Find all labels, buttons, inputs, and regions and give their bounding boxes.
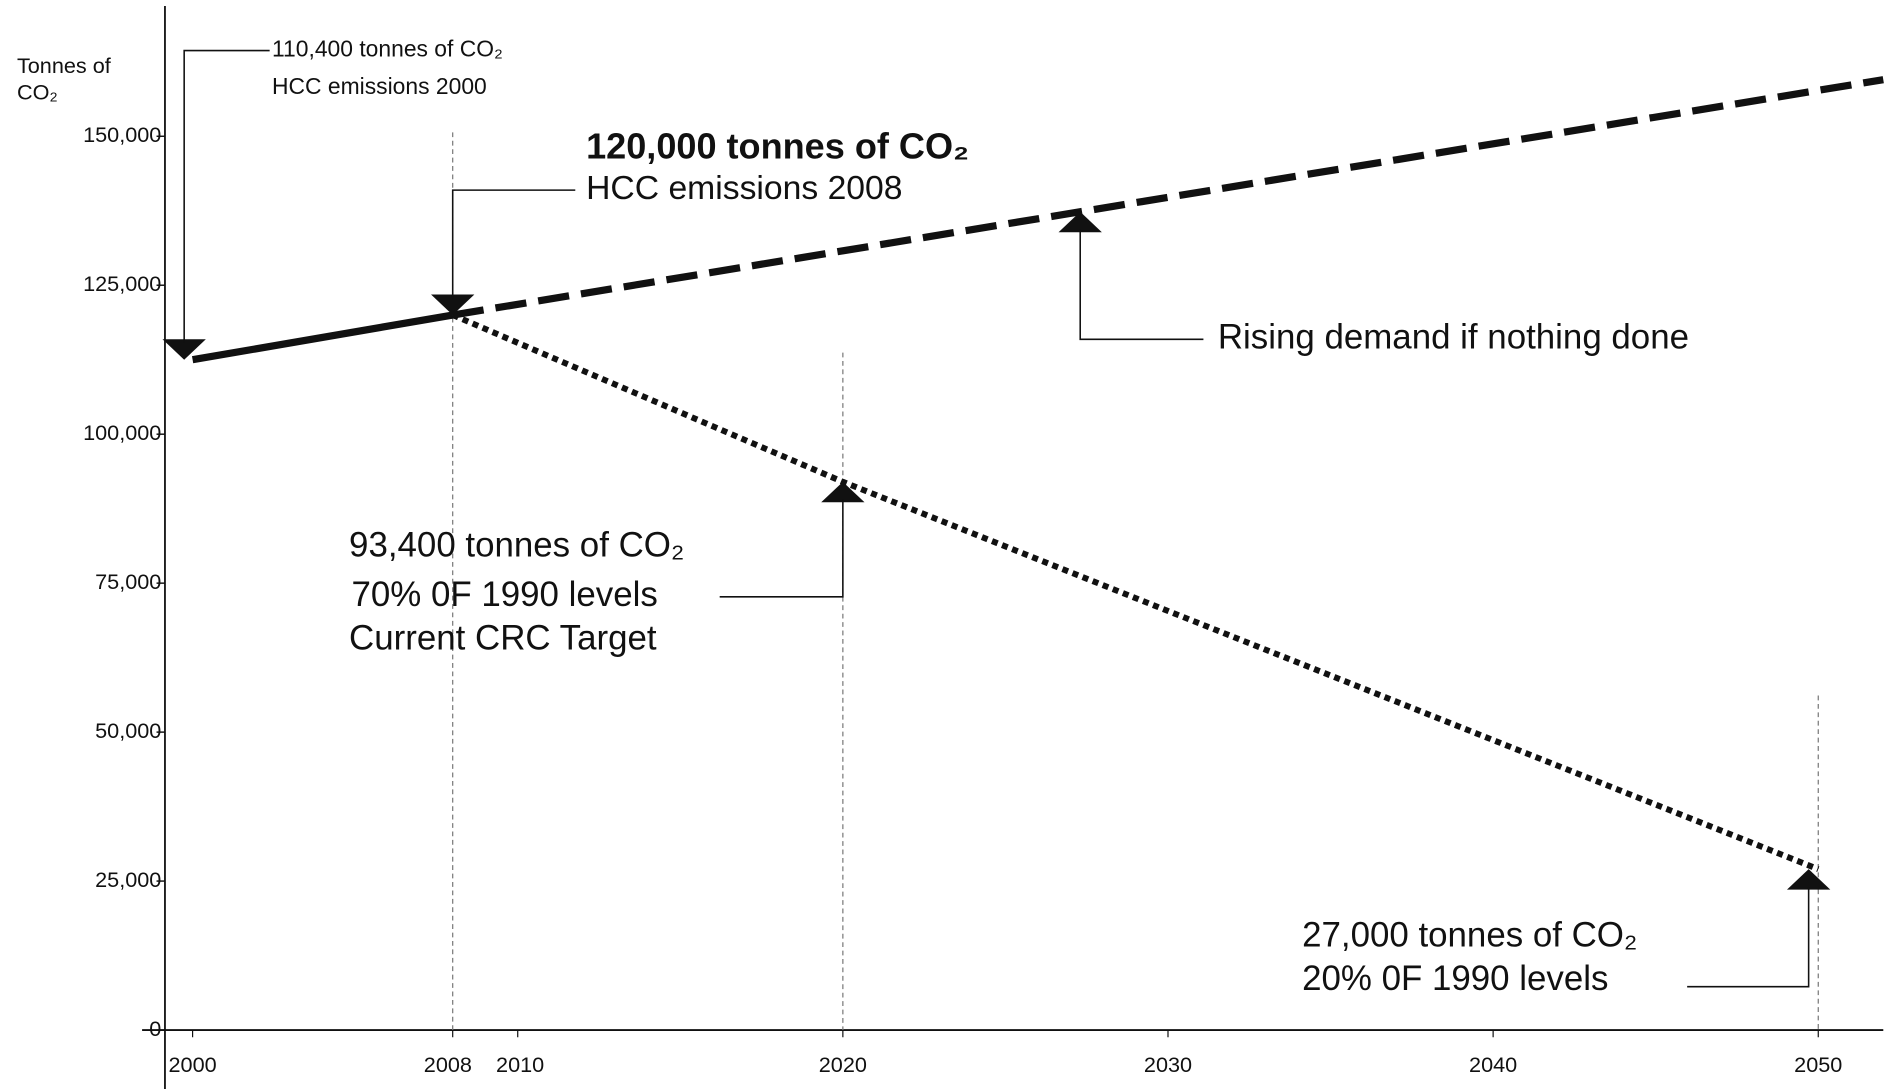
annotation-text: Current CRC Target (349, 618, 657, 657)
leader-line (451, 189, 576, 299)
y-axis-label: CO₂ (17, 80, 58, 105)
annotation-text: 110,400 tonnes of CO₂ (272, 36, 503, 62)
x-tick-label: 2008 (424, 1052, 472, 1077)
arrow-head (1786, 869, 1831, 890)
annotation-text: 20% 0F 1990 levels (1302, 959, 1608, 998)
leader-line (1687, 887, 1810, 988)
y-tick-label: 125,000 (83, 271, 161, 296)
leader-line (719, 499, 844, 598)
data-line (452, 76, 1884, 319)
x-tick-label: 2000 (169, 1052, 217, 1077)
y-tick-label: 25,000 (95, 867, 161, 892)
data-line (191, 311, 454, 364)
annotation-text: HCC emissions 2000 (272, 73, 487, 99)
arrow-head (162, 339, 206, 360)
y-tick-label: 0 (149, 1016, 161, 1041)
leader-line (183, 49, 270, 343)
arrow-head (431, 294, 475, 316)
arrow-head (1058, 211, 1102, 233)
y-tick-label: 150,000 (83, 122, 161, 147)
x-tick-label: 2050 (1794, 1052, 1842, 1077)
x-tick-label: 2030 (1144, 1052, 1192, 1077)
y-axis-label: Tonnes of (17, 53, 112, 78)
y-tick-label: 50,000 (95, 718, 161, 743)
x-tick-label: 2040 (1469, 1052, 1517, 1077)
annotation-text: HCC emissions 2008 (586, 170, 902, 207)
annotation-text: 93,400 tonnes of CO₂ (349, 526, 684, 565)
annotation-text: 70% 0F 1990 levels (351, 575, 657, 614)
annotation-text: Rising demand if nothing done (1218, 318, 1689, 357)
x-tick-label: 2020 (819, 1052, 867, 1077)
leader-line (1079, 229, 1204, 341)
arrow-head (821, 481, 865, 503)
annotation-text: 120,000 tonnes of CO₂ (586, 126, 969, 167)
annotation-text: 27,000 tonnes of CO₂ (1302, 916, 1637, 955)
x-tick-label: 2010 (496, 1052, 544, 1077)
y-tick-label: 75,000 (95, 569, 161, 594)
y-tick-label: 100,000 (83, 420, 161, 445)
